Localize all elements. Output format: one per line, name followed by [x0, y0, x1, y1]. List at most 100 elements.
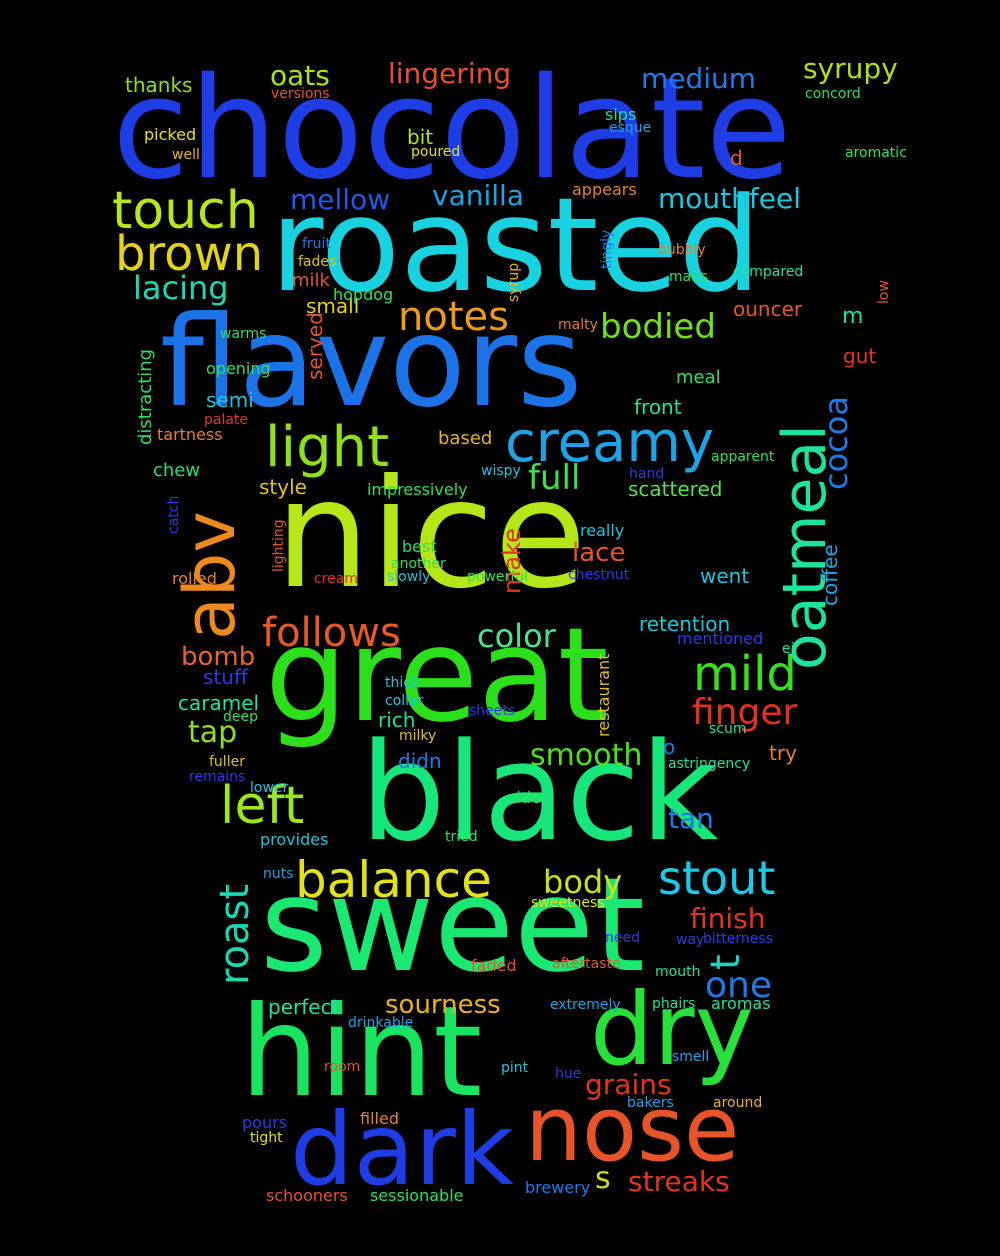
cloud-word: bakers	[627, 1095, 674, 1111]
cloud-word: drinkable	[348, 1015, 414, 1031]
cloud-word: deep	[223, 709, 258, 725]
cloud-word: scattered	[628, 477, 723, 501]
cloud-word: hopdog	[333, 285, 394, 304]
cloud-word: sessionable	[370, 1186, 464, 1205]
cloud-word: extremely	[550, 997, 621, 1013]
cloud-word: appears	[572, 180, 637, 199]
cloud-word: apparent	[711, 449, 775, 465]
cloud-word: coffee	[818, 544, 842, 606]
cloud-word: bubbly	[658, 242, 706, 258]
cloud-word: mentioned	[677, 629, 764, 648]
cloud-word: syrupy	[803, 52, 898, 85]
cloud-word: around	[713, 1095, 763, 1111]
cloud-word: small	[306, 294, 360, 318]
cloud-word: black	[360, 714, 719, 871]
cloud-word: hue	[555, 1066, 582, 1082]
cloud-word: tried	[445, 829, 478, 845]
cloud-word: chocolate	[112, 48, 792, 211]
cloud-word: sweetness	[531, 895, 605, 911]
cloud-word: mouthfeel	[658, 182, 801, 215]
cloud-word: esque	[609, 120, 652, 136]
cloud-word: impressively	[367, 480, 468, 499]
cloud-word: stuff	[203, 665, 248, 689]
cloud-word: way	[676, 932, 705, 948]
cloud-word: s	[595, 1161, 611, 1196]
cloud-word: notes	[398, 294, 509, 340]
cloud-word: smooth	[530, 738, 643, 773]
cloud-word: provides	[260, 830, 329, 849]
cloud-word: thanks	[125, 73, 193, 97]
cloud-word: fruit	[302, 236, 331, 252]
cloud-word: compared	[733, 264, 804, 280]
cloud-word: hint	[240, 980, 483, 1125]
cloud-word: really	[580, 521, 625, 540]
cloud-word: palate	[204, 412, 249, 428]
cloud-word: based	[438, 428, 493, 449]
cloud-word: phairs	[652, 996, 696, 1012]
cloud-word: stout	[658, 851, 776, 905]
cloud-word: cocoa	[817, 396, 855, 490]
cloud-word: bitterness	[703, 931, 773, 947]
cloud-word: wispy	[481, 463, 521, 479]
cloud-word: rich	[378, 708, 416, 732]
cloud-word: brewery	[525, 1178, 591, 1197]
cloud-word: concord	[805, 86, 861, 102]
cloud-word: warms	[220, 326, 267, 342]
cloud-word: caramel	[178, 691, 260, 715]
cloud-word: aromas	[711, 994, 771, 1013]
cloud-word: scum	[709, 721, 747, 737]
cloud-word: color	[477, 617, 556, 655]
cloud-word: opening	[206, 359, 271, 378]
cloud-word: filled	[360, 1109, 399, 1128]
cloud-word: streaks	[628, 1165, 730, 1198]
cloud-word: chew	[153, 460, 201, 481]
cloud-word: creamy	[505, 410, 715, 475]
cloud-word: o	[663, 735, 676, 759]
cloud-word: vanilla	[432, 179, 524, 212]
cloud-word: hand	[629, 466, 665, 482]
cloud-word: fades	[298, 254, 337, 270]
cloud-word: tight	[250, 1130, 283, 1146]
cloud-word: rolled	[172, 569, 217, 588]
cloud-word: aftertaste	[552, 956, 621, 972]
cloud-word: poured	[411, 144, 461, 160]
cloud-word: perfect	[268, 995, 340, 1019]
cloud-word: side	[508, 788, 541, 807]
cloud-word: left	[220, 776, 305, 836]
cloud-word: milk	[292, 270, 330, 291]
cloud-word: ouncer	[733, 297, 803, 321]
cloud-word: flavors	[160, 290, 583, 435]
cloud-word: finger	[692, 692, 798, 733]
cloud-word: gut	[843, 344, 877, 368]
cloud-word: collar	[385, 693, 424, 709]
cloud-word: semi	[206, 388, 254, 412]
cloud-word: body	[543, 863, 623, 901]
cloud-word: cream	[314, 571, 358, 587]
cloud-word: milky	[399, 728, 437, 744]
cloud-word: sweet	[260, 849, 645, 1001]
cloud-word: m	[842, 304, 864, 329]
cloud-word: try	[769, 741, 797, 765]
cloud-word: nice	[275, 448, 587, 622]
cloud-word: follows	[262, 610, 401, 656]
cloud-word: great	[265, 599, 609, 751]
cloud-word: versions	[271, 86, 330, 102]
cloud-word: astringency	[668, 756, 751, 772]
cloud-word: medium	[641, 62, 757, 95]
cloud-word: mild	[693, 646, 797, 702]
cloud-word: pint	[501, 1060, 529, 1076]
cloud-word: slowly	[387, 569, 431, 585]
cloud-word: style	[259, 475, 307, 499]
cloud-word: picked	[144, 125, 197, 144]
cloud-word: syrup	[506, 262, 522, 302]
cloud-word: lingering	[388, 57, 512, 90]
cloud-word: powerful	[467, 569, 528, 585]
cloud-word: chestnut	[568, 567, 630, 583]
cloud-word: full	[528, 458, 581, 498]
cloud-word: remains	[189, 769, 246, 785]
cloud-word: roast	[212, 883, 258, 985]
cloud-word: tan	[668, 802, 714, 835]
cloud-word: sips	[605, 105, 637, 124]
cloud-word: oats	[270, 59, 330, 92]
